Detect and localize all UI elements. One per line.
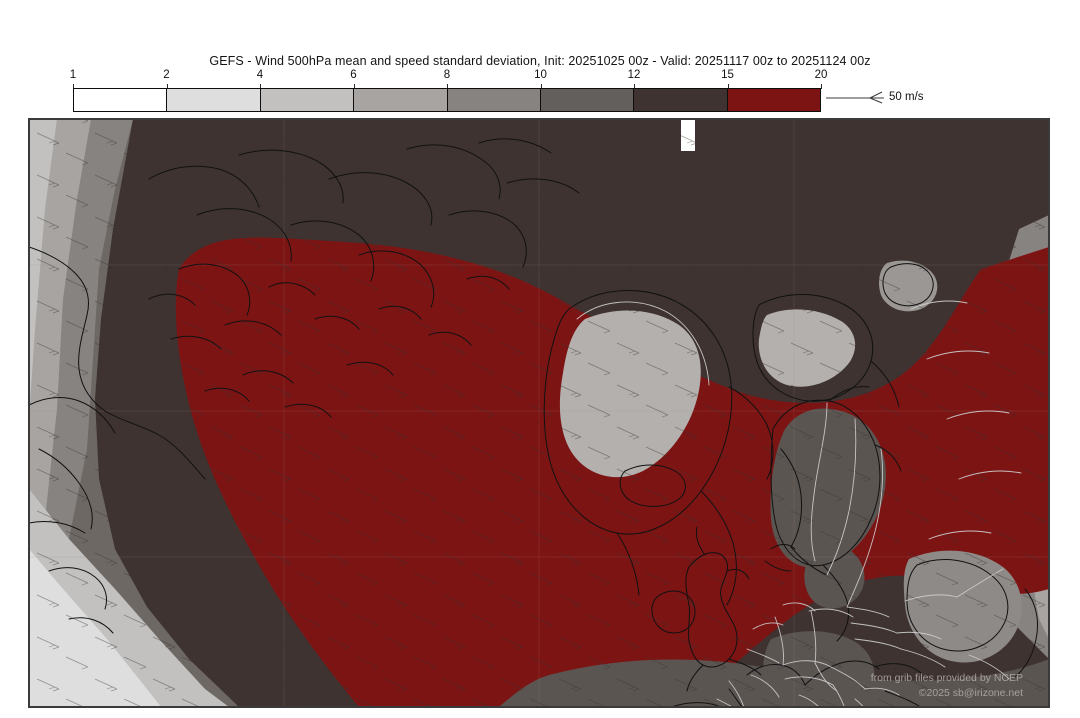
colorbar-tick-2: 2 — [163, 69, 170, 81]
colorbar-tickmark-10 — [540, 84, 542, 89]
colorbar-segments — [73, 88, 821, 112]
colorbar-tick-1: 1 — [69, 69, 77, 81]
colorbar-tickmark-2 — [166, 84, 168, 89]
colorbar-tick-20: 20 — [814, 69, 828, 81]
page-title: GEFS - Wind 500hPa mean and speed standa… — [209, 54, 871, 68]
colorbar-tick-12: 12 — [627, 69, 641, 81]
colorbar-tickmark-1 — [73, 84, 74, 89]
colorbar-segment-1 — [74, 89, 167, 111]
colorbar-segment-8 — [726, 89, 820, 111]
colorbar-tick-marks — [73, 84, 822, 89]
map-frame — [29, 119, 1049, 707]
map-canvas[interactable]: from grib files provided by NCEP ©2025 s… — [28, 118, 1050, 708]
colorbar-tick-10: 10 — [534, 69, 547, 81]
map-layers — [29, 119, 1049, 707]
colorbar-tick-6: 6 — [350, 69, 357, 81]
colorbar-segment-6 — [539, 89, 634, 111]
colorbar-tickmark-12 — [634, 84, 635, 89]
colorbar-tick-labels: 1 2 4 6 8 10 12 15 20 — [69, 68, 828, 86]
colorbar-tickmark-6 — [353, 84, 355, 89]
wind-barb-legend-label: 50 m/s — [889, 91, 924, 103]
colorbar-tick-8: 8 — [443, 69, 451, 81]
colorbar-segment-7 — [633, 89, 727, 111]
wind-barb-field-overlay — [29, 119, 1049, 707]
wind-barb-legend: 50 m/s — [826, 88, 976, 112]
colorbar: 1 2 4 6 8 10 12 15 20 — [70, 69, 827, 112]
colorbar-tick-15: 15 — [721, 69, 734, 81]
colorbar-tickmark-20 — [821, 84, 822, 89]
colorbar-segment-4 — [353, 89, 447, 111]
colorbar-segment-5 — [446, 89, 540, 111]
colorbar-tickmark-4 — [260, 84, 261, 89]
colorbar-segment-2 — [166, 89, 260, 111]
colorbar-segment-3 — [259, 89, 354, 111]
colorbar-tickmark-8 — [447, 84, 448, 89]
colorbar-tick-4: 4 — [256, 69, 264, 81]
colorbar-tickmark-15 — [727, 84, 729, 89]
wind-barb-icon — [826, 91, 884, 104]
map-plot — [29, 119, 1049, 707]
